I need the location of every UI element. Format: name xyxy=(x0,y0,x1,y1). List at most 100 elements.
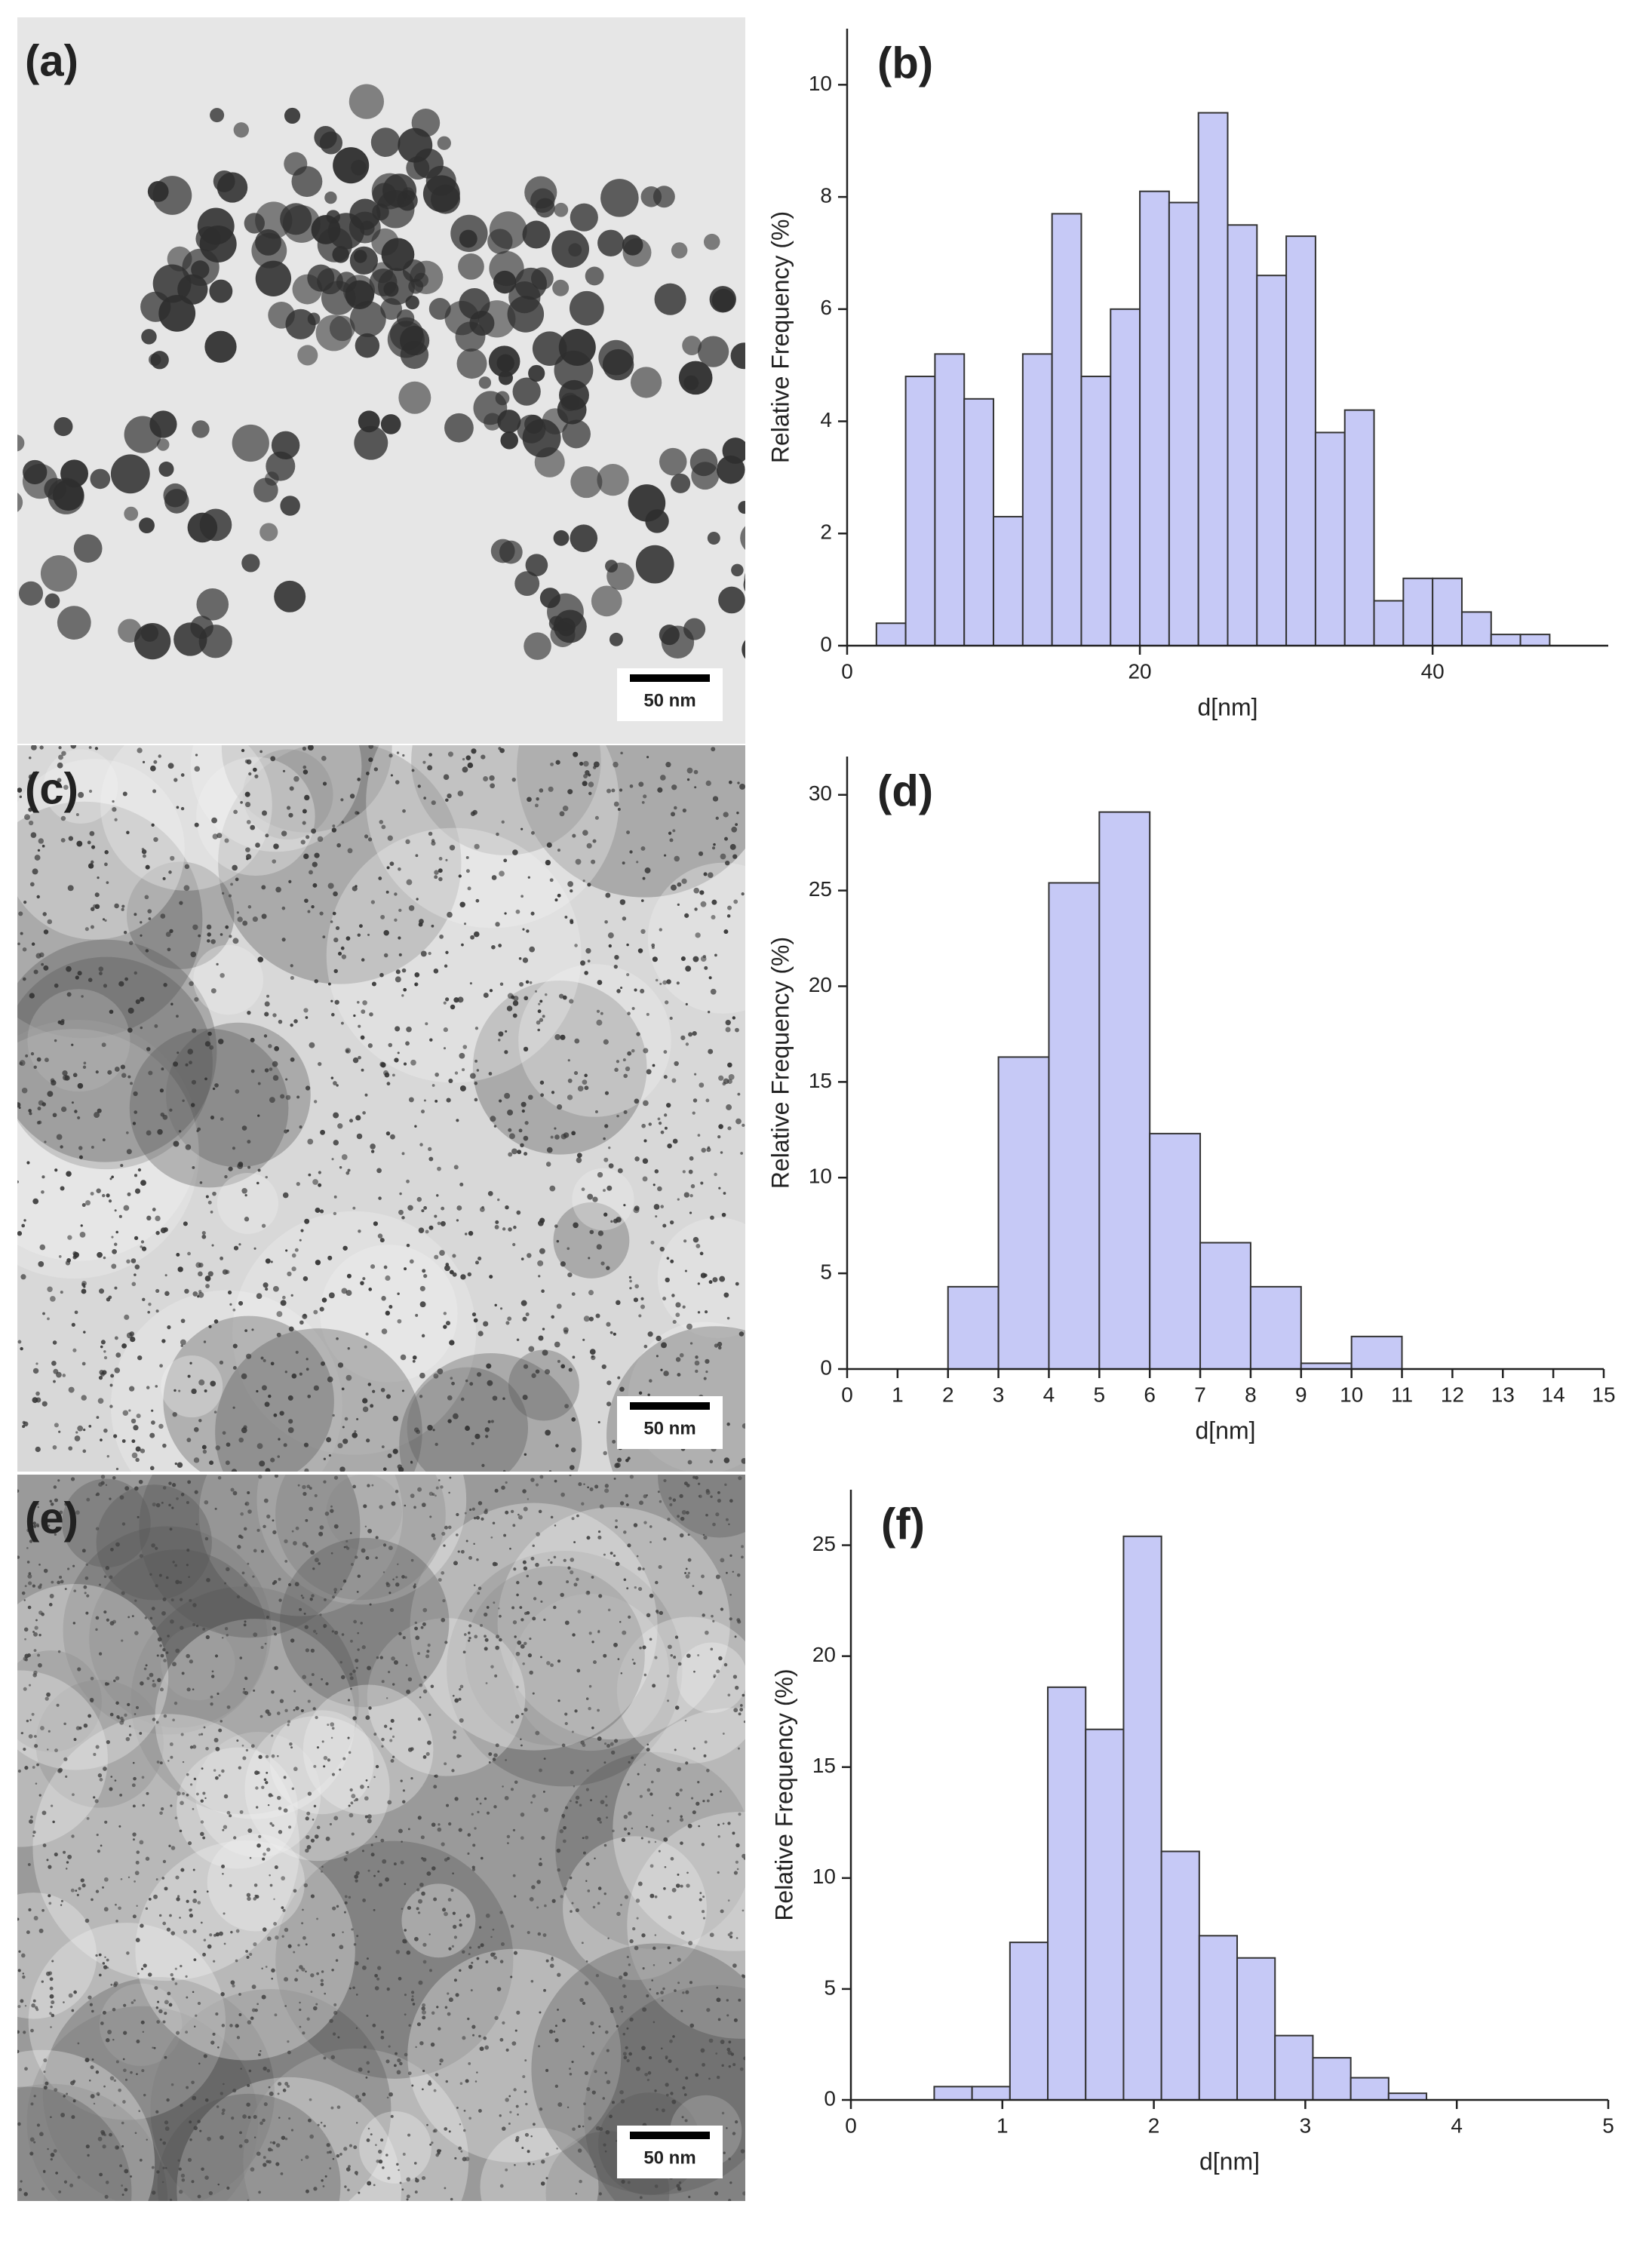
particle xyxy=(54,1168,58,1172)
particle xyxy=(417,1816,422,1820)
particle xyxy=(27,1605,32,1610)
particle xyxy=(443,1312,447,1315)
particle xyxy=(707,532,720,545)
particle xyxy=(130,1082,133,1085)
particle xyxy=(376,1168,382,1174)
tem-image xyxy=(17,17,745,744)
particle xyxy=(372,203,389,221)
particle xyxy=(111,1175,114,1179)
particle xyxy=(729,1554,732,1557)
particle xyxy=(232,424,269,462)
particle xyxy=(668,1497,672,1500)
particle xyxy=(238,1300,244,1306)
particle xyxy=(499,1099,502,1103)
particle xyxy=(305,2155,309,2160)
particle xyxy=(654,283,686,315)
particle xyxy=(121,2193,124,2196)
particle xyxy=(554,1479,557,1483)
texture-blob xyxy=(157,2093,341,2201)
particle xyxy=(23,1219,26,1222)
particle xyxy=(198,934,201,938)
y-tick-label: 25 xyxy=(809,877,832,901)
particle xyxy=(473,1543,475,1546)
particle xyxy=(692,956,699,962)
particle xyxy=(253,767,257,772)
particle xyxy=(527,1253,532,1258)
particle xyxy=(679,1788,683,1792)
particle xyxy=(229,935,232,938)
particle xyxy=(273,1413,278,1417)
particle xyxy=(290,2129,294,2132)
texture-blob xyxy=(35,1679,164,1808)
particle xyxy=(594,815,599,820)
particle xyxy=(598,2192,602,2196)
particle xyxy=(391,1501,396,1506)
particle xyxy=(48,1730,51,1733)
particle xyxy=(619,2006,624,2010)
particle xyxy=(190,1908,193,1911)
particle xyxy=(508,1128,512,1132)
particle xyxy=(355,811,359,815)
particle xyxy=(553,1555,557,1559)
particle xyxy=(209,1460,214,1466)
particle xyxy=(490,1536,493,1539)
particle xyxy=(155,1721,159,1724)
particle xyxy=(663,1050,668,1054)
particle xyxy=(223,1794,229,1799)
particle xyxy=(294,1248,299,1252)
particle xyxy=(151,1543,155,1548)
particle xyxy=(670,2092,674,2095)
particle xyxy=(465,1233,468,1236)
particle xyxy=(127,1075,131,1079)
particle xyxy=(364,1815,368,1819)
particle xyxy=(275,2162,280,2166)
particle xyxy=(106,1966,109,1969)
particle xyxy=(571,1131,576,1136)
particle xyxy=(65,1260,71,1266)
particle xyxy=(241,1571,245,1575)
particle xyxy=(428,1225,434,1230)
particle xyxy=(403,1062,407,1066)
particle xyxy=(594,2070,597,2074)
x-tick-label: 6 xyxy=(1144,1383,1156,1406)
particle xyxy=(299,1607,302,1611)
particle xyxy=(735,1860,738,1864)
particle xyxy=(475,898,480,903)
particle xyxy=(441,1571,445,1575)
particle xyxy=(436,2006,439,2009)
particle xyxy=(254,2008,258,2012)
particle xyxy=(212,2032,216,2036)
particle xyxy=(302,809,307,814)
particle xyxy=(682,2086,686,2090)
particle xyxy=(402,754,405,757)
particle xyxy=(458,253,484,280)
particle xyxy=(610,1742,614,1746)
particle xyxy=(607,1608,611,1612)
particle xyxy=(397,1292,400,1295)
particle xyxy=(75,813,79,816)
particle xyxy=(420,950,427,957)
particle xyxy=(163,1714,167,1718)
particle xyxy=(478,376,492,389)
particle xyxy=(392,1735,395,1738)
particle xyxy=(90,925,94,929)
particle xyxy=(162,1921,167,1926)
particle xyxy=(615,1519,618,1522)
particle xyxy=(544,993,548,996)
particle xyxy=(330,1505,333,1508)
particle xyxy=(419,919,424,924)
particle xyxy=(121,1343,127,1349)
particle xyxy=(367,2127,370,2130)
particle xyxy=(414,982,419,987)
particle xyxy=(106,881,109,884)
particle xyxy=(256,1443,263,1450)
particle xyxy=(717,1346,722,1350)
particle xyxy=(470,1989,473,1992)
particle xyxy=(201,1767,204,1770)
particle xyxy=(131,1452,138,1459)
particle xyxy=(128,1409,131,1412)
particle xyxy=(299,1372,302,1376)
particle xyxy=(99,2172,103,2177)
particle xyxy=(720,853,726,860)
particle xyxy=(134,1486,139,1491)
